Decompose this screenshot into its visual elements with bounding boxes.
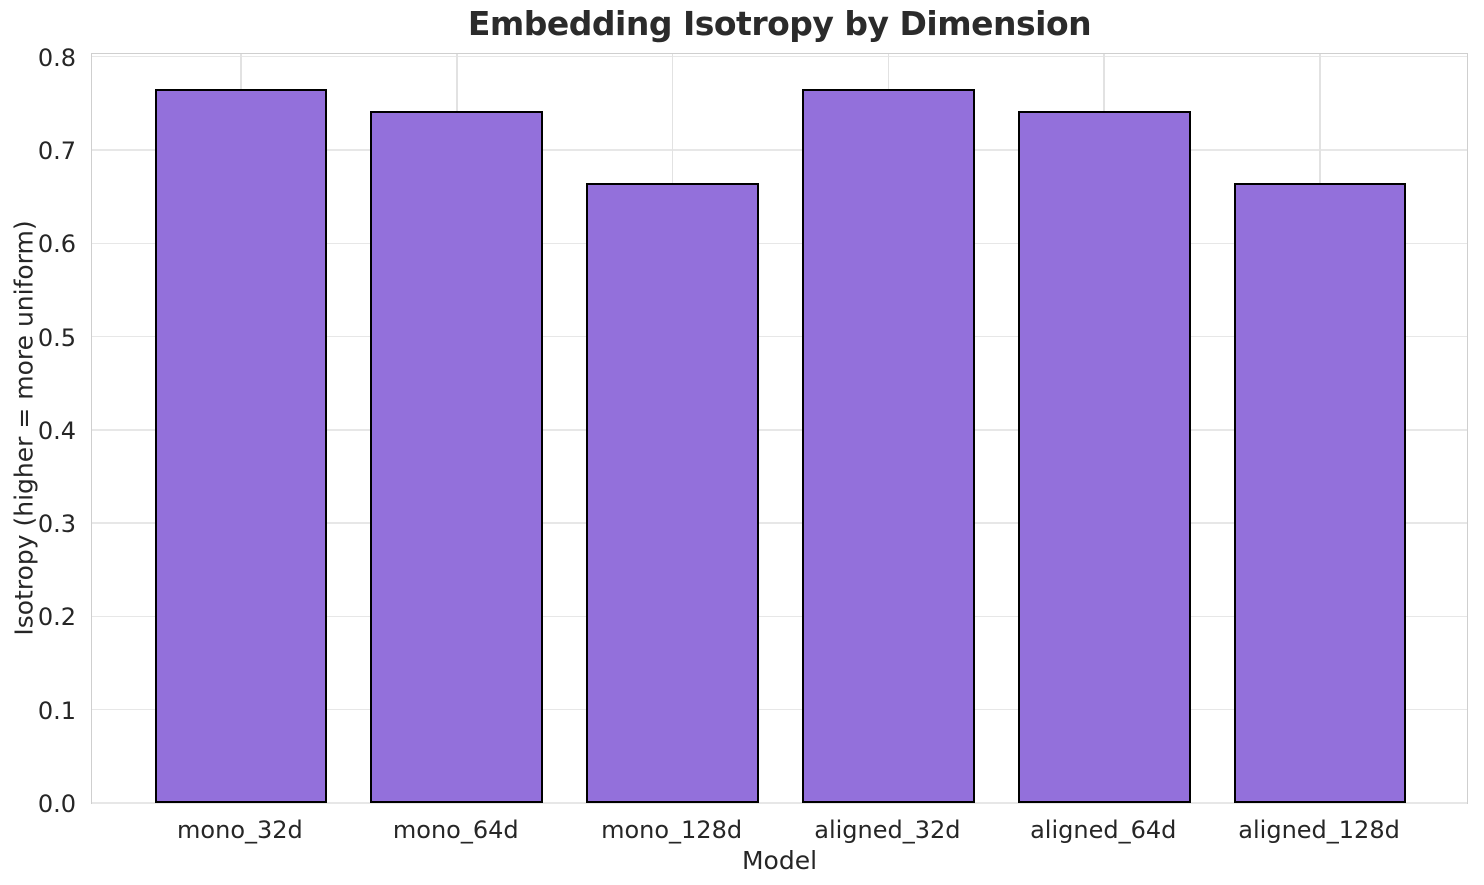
- y-tick-label: 0.4: [37, 416, 76, 445]
- y-tick-label: 0.7: [37, 136, 76, 165]
- bar-aligned_128d: [1233, 182, 1407, 803]
- gridline-horizontal: [92, 242, 1467, 244]
- y-tick-label: 0.1: [37, 696, 76, 725]
- y-tick-label: 0.5: [37, 323, 76, 352]
- gridline-horizontal: [92, 802, 1467, 804]
- x-tick-label: aligned_128d: [1238, 816, 1400, 844]
- bar-aligned_32d: [802, 89, 975, 803]
- bar-mono_128d: [586, 182, 759, 803]
- gridline-horizontal: [92, 429, 1467, 431]
- bar-mono_32d: [154, 89, 328, 803]
- y-tick-label: 0.3: [37, 510, 76, 539]
- bar-mono_64d: [370, 110, 544, 803]
- y-tick-label: 0.8: [37, 43, 76, 72]
- gridline-horizontal: [92, 335, 1467, 338]
- y-tick-label: 0.0: [37, 790, 76, 818]
- y-tick-label: 0.2: [37, 603, 76, 632]
- y-axis-label: Isotropy (higher = more uniform): [9, 220, 39, 636]
- gridline-horizontal: [92, 615, 1467, 618]
- plot-area: [91, 53, 1468, 804]
- gridline-horizontal: [92, 522, 1467, 524]
- y-tick-label: 0.6: [37, 230, 76, 259]
- gridline-horizontal: [92, 708, 1467, 711]
- x-axis-label: Model: [741, 846, 818, 875]
- bar-aligned_64d: [1017, 110, 1191, 803]
- bar-layer: [92, 54, 1467, 803]
- x-tick-label: aligned_64d: [1030, 816, 1177, 844]
- chart-title: Embedding Isotropy by Dimension: [467, 4, 1092, 43]
- gridline-horizontal: [92, 55, 1467, 58]
- x-tick-label: mono_128d: [601, 816, 743, 844]
- x-tick-label: mono_32d: [177, 816, 303, 844]
- x-tick-label: mono_64d: [392, 816, 519, 844]
- gridline-horizontal: [92, 149, 1467, 151]
- x-tick-label: aligned_32d: [814, 816, 961, 844]
